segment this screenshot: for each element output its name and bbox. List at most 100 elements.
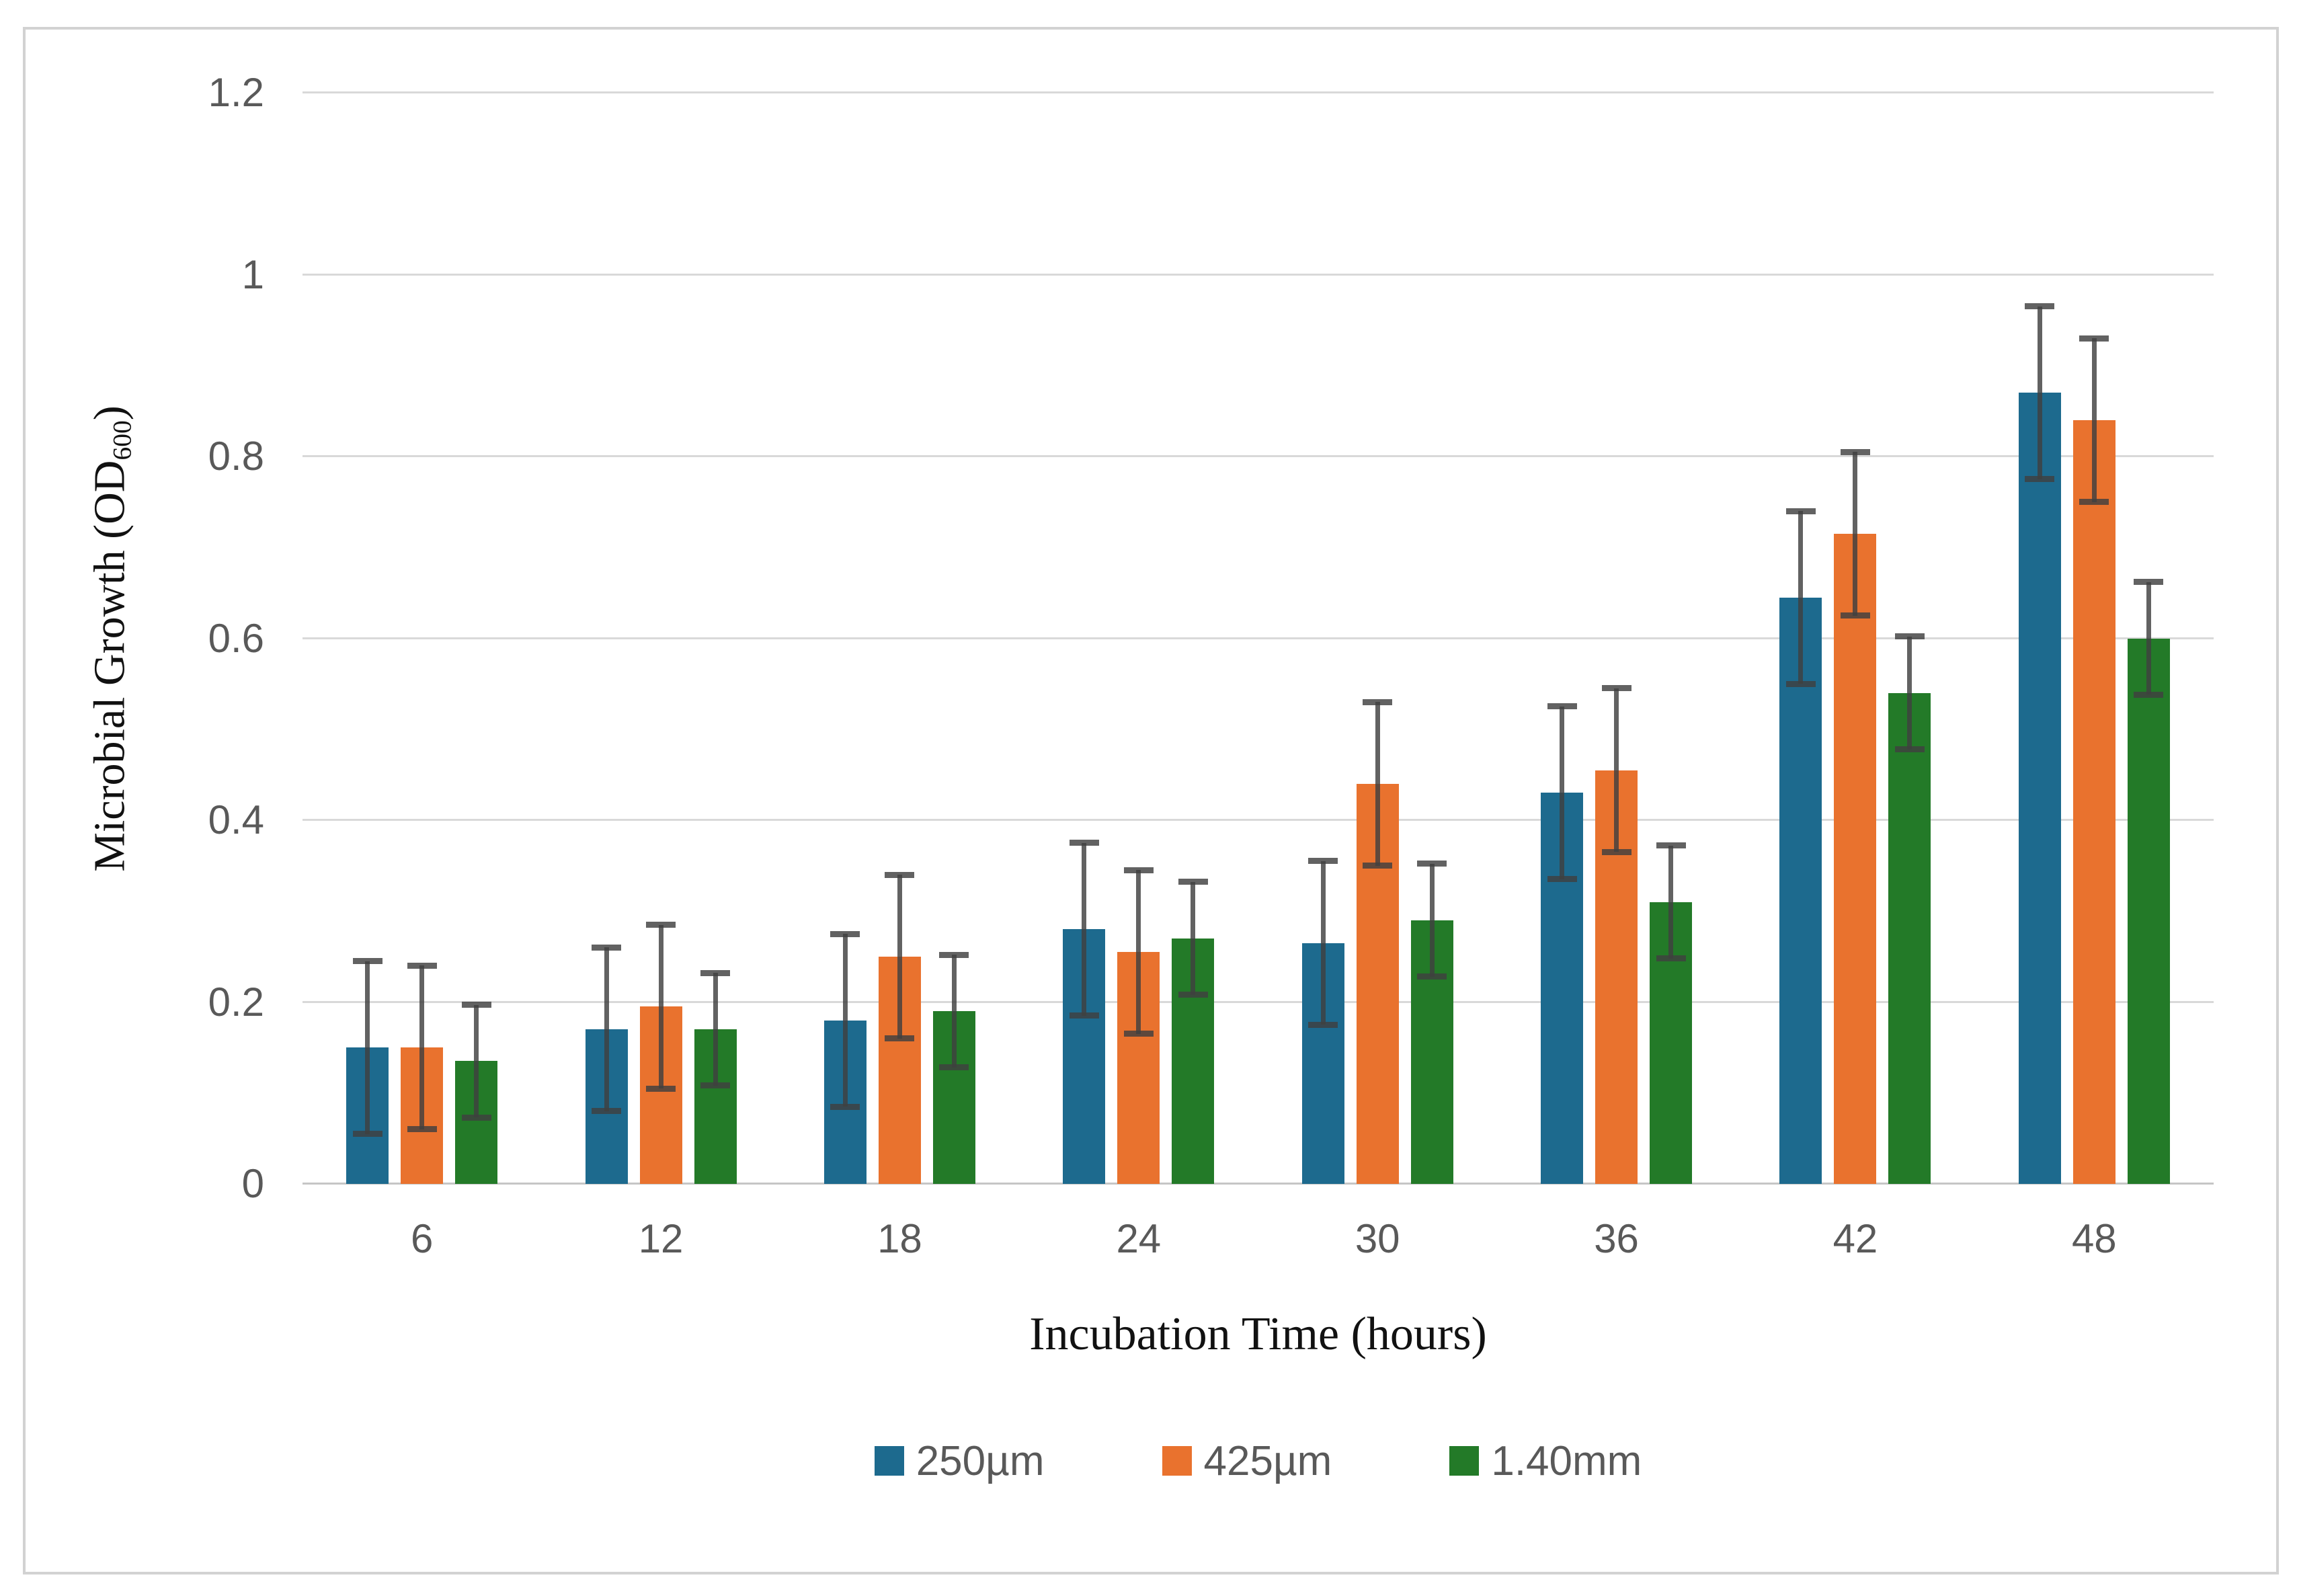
x-tick-label-30: 30 (1355, 1216, 1400, 1261)
error-bar-425µm-6h (419, 965, 425, 1129)
error-cap-top-1.40mm-48h (2134, 579, 2164, 586)
bar-group-48h (1975, 93, 2214, 1184)
y-tick-label-0.2: 0.2 (208, 979, 264, 1025)
gridline-y-0.2 (303, 1000, 2214, 1003)
legend-swatch-icon (1449, 1446, 1480, 1476)
error-cap-bottom-250µm-6h (352, 1131, 382, 1138)
error-bar-250µm-48h (2037, 306, 2042, 479)
gridline-y-0.4 (303, 819, 2214, 822)
legend-label: 250µm (916, 1437, 1045, 1484)
y-axis-tick-labels: 0 0.2 0.4 0.6 0.8 1 1.2 (0, 0, 272, 1596)
error-cap-top-250µm-36h (1547, 703, 1577, 710)
error-cap-bottom-250µm-12h (592, 1108, 622, 1115)
error-bar-250µm-36h (1560, 706, 1565, 879)
error-bar-1.40mm-18h (951, 955, 957, 1068)
error-cap-bottom-250µm-48h (2025, 476, 2055, 483)
x-axis-title: Incubation Time (hours) (1029, 1308, 1487, 1360)
error-cap-top-425µm-12h (646, 922, 676, 928)
x-tick-label-42: 42 (1832, 1216, 1878, 1261)
bar-group-24h (1019, 93, 1258, 1184)
error-cap-bottom-425µm-42h (1840, 612, 1870, 619)
error-bar-1.40mm-42h (1907, 636, 1912, 750)
bar-group-36h (1497, 93, 1736, 1184)
legend-item-1.40mm: 1.40mm (1449, 1437, 1642, 1485)
error-bar-425µm-42h (1853, 452, 1858, 616)
error-cap-top-425µm-42h (1840, 448, 1870, 455)
error-cap-top-250µm-12h (592, 944, 622, 951)
error-cap-bottom-1.40mm-30h (1417, 973, 1447, 980)
x-tick-label-24: 24 (1116, 1216, 1162, 1261)
error-cap-top-425µm-24h (1123, 867, 1154, 873)
legend-swatch-icon (1162, 1446, 1192, 1476)
error-cap-bottom-250µm-36h (1547, 876, 1577, 883)
bar-group-12h (541, 93, 780, 1184)
error-bar-425µm-30h (1375, 702, 1380, 866)
error-bar-250µm-30h (1320, 861, 1326, 1025)
bar-250µm-48h (2018, 393, 2061, 1184)
error-cap-bottom-1.40mm-48h (2134, 691, 2164, 698)
gridline-y-0.6 (303, 637, 2214, 639)
error-cap-top-425µm-48h (2079, 335, 2109, 342)
error-bar-250µm-6h (365, 961, 370, 1134)
bar-250µm-42h (1779, 597, 1822, 1184)
error-cap-top-1.40mm-30h (1417, 861, 1447, 867)
error-bar-425µm-36h (1614, 688, 1619, 852)
error-cap-bottom-1.40mm-42h (1894, 746, 1925, 753)
bar-group-42h (1736, 93, 1974, 1184)
error-bar-250µm-12h (604, 947, 609, 1111)
legend-item-425µm: 425µm (1162, 1437, 1332, 1485)
error-cap-bottom-425µm-30h (1363, 863, 1393, 869)
error-bar-425µm-12h (658, 924, 663, 1088)
bar-group-30h (1258, 93, 1497, 1184)
error-bar-1.40mm-30h (1429, 863, 1435, 977)
error-cap-bottom-250µm-30h (1308, 1021, 1338, 1028)
error-cap-top-1.40mm-18h (939, 951, 969, 958)
error-cap-top-250µm-18h (830, 930, 860, 937)
error-bar-250µm-18h (842, 934, 848, 1107)
legend-label: 1.40mm (1491, 1437, 1642, 1484)
x-tick-label-18: 18 (877, 1216, 922, 1261)
error-cap-top-1.40mm-24h (1178, 879, 1208, 885)
bar-425µm-48h (2072, 420, 2115, 1184)
bar-1.40mm-48h (2127, 638, 2170, 1184)
bar-group-6h (303, 93, 541, 1184)
bar-1.40mm-42h (1888, 692, 1931, 1184)
y-tick-label-0.6: 0.6 (208, 615, 264, 661)
x-tick-label-6: 6 (411, 1216, 434, 1261)
y-tick-label-1.2: 1.2 (208, 70, 264, 115)
x-axis-tick-labels: 6 12 18 24 30 36 42 48 (303, 1215, 2214, 1269)
bar-group-18h (780, 93, 1019, 1184)
plot-area (303, 91, 2214, 1185)
error-cap-top-1.40mm-6h (461, 1002, 491, 1008)
error-cap-bottom-425µm-24h (1123, 1031, 1154, 1037)
error-cap-bottom-1.40mm-6h (461, 1114, 491, 1121)
error-cap-top-250µm-48h (2025, 303, 2055, 310)
error-bar-1.40mm-48h (2146, 582, 2151, 695)
error-bar-425µm-24h (1136, 870, 1141, 1034)
bar-425µm-42h (1834, 533, 1877, 1184)
error-cap-top-250µm-24h (1069, 840, 1099, 846)
error-bar-1.40mm-36h (1668, 845, 1674, 959)
x-tick-label-36: 36 (1594, 1216, 1639, 1261)
gridline-y-1.2 (303, 91, 2214, 93)
error-cap-bottom-425µm-18h (885, 1035, 915, 1042)
error-cap-top-250µm-30h (1308, 858, 1338, 865)
error-cap-top-1.40mm-42h (1894, 633, 1925, 640)
error-cap-top-250µm-6h (352, 958, 382, 965)
error-cap-bottom-1.40mm-18h (939, 1064, 969, 1071)
error-cap-top-425µm-6h (407, 962, 437, 969)
x-tick-label-48: 48 (2071, 1216, 2117, 1261)
error-bar-1.40mm-6h (474, 1004, 479, 1118)
error-cap-bottom-425µm-36h (1601, 848, 1631, 855)
gridline-y-0.8 (303, 455, 2214, 458)
error-cap-bottom-250µm-18h (830, 1103, 860, 1110)
gridline-y-1 (303, 273, 2214, 276)
error-cap-bottom-1.40mm-24h (1178, 992, 1208, 998)
error-cap-top-425µm-18h (885, 871, 915, 878)
error-cap-top-1.40mm-12h (700, 969, 731, 976)
x-tick-label-12: 12 (638, 1216, 684, 1261)
error-cap-top-425µm-30h (1363, 699, 1393, 705)
chart-legend: 250µm 425µm 1.40mm (303, 1431, 2214, 1491)
legend-label: 425µm (1203, 1437, 1332, 1484)
